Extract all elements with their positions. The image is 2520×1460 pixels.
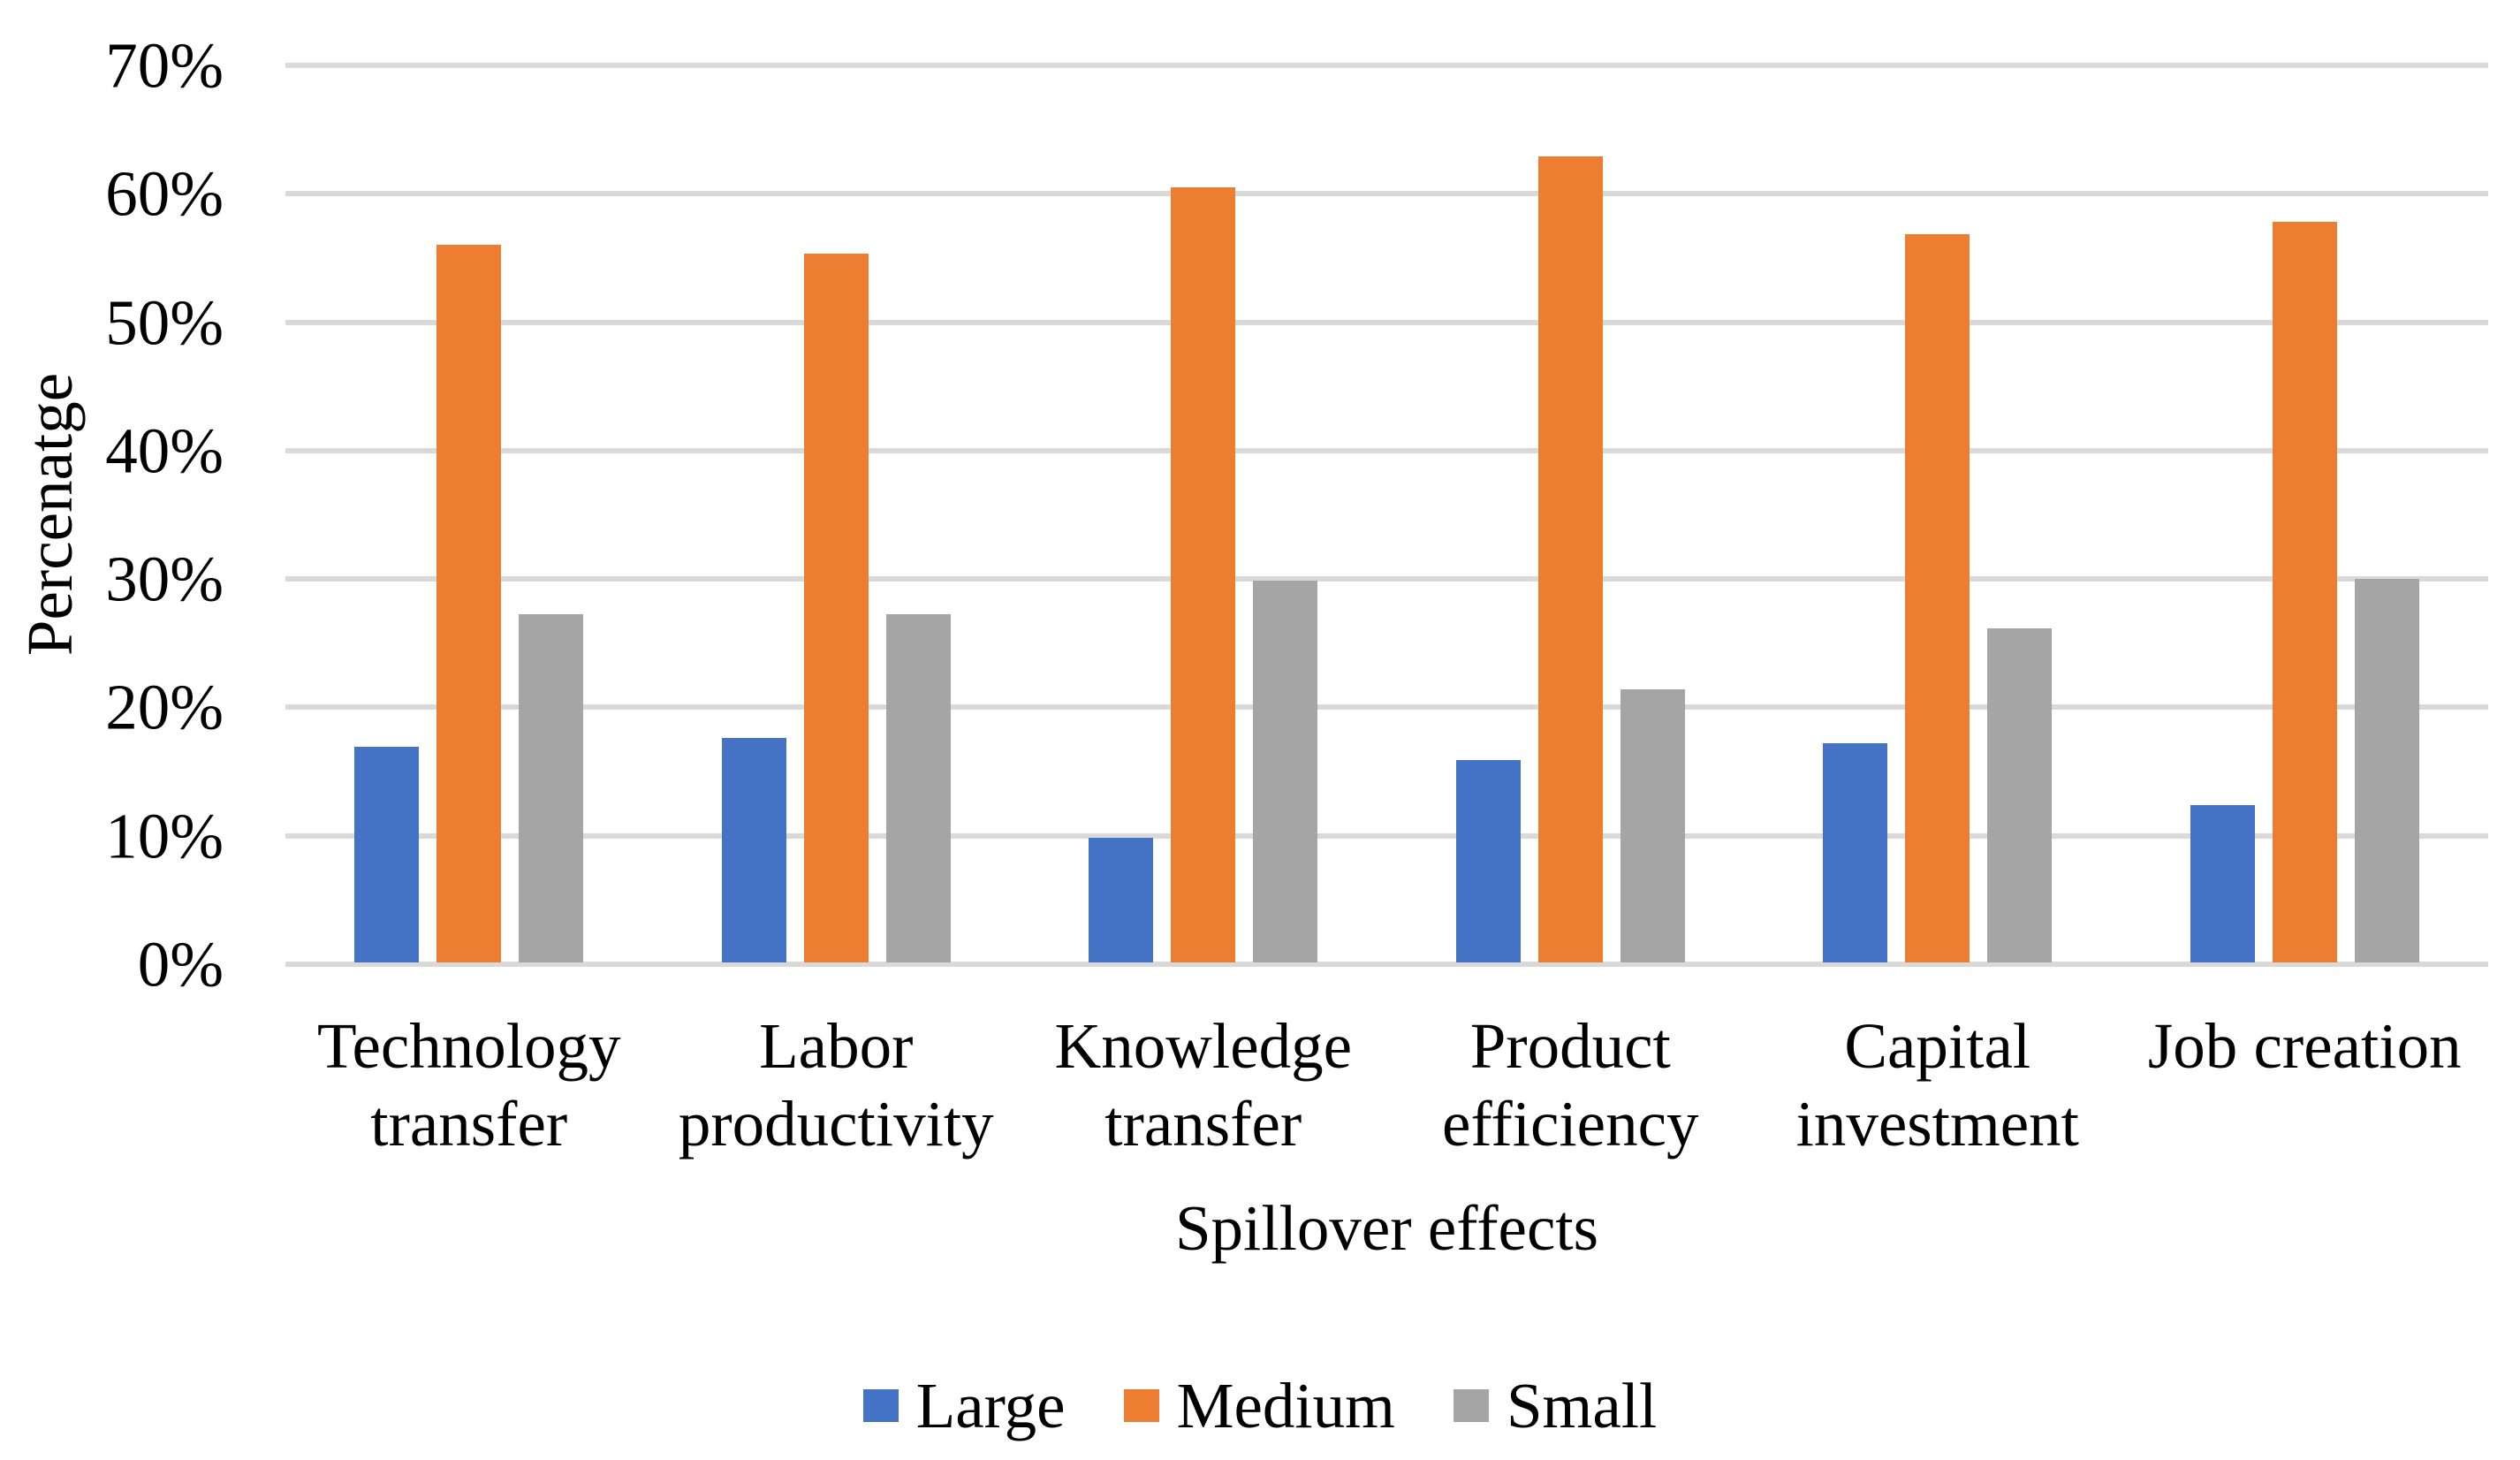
y-tick-label: 30% xyxy=(105,543,224,615)
bar-small xyxy=(1253,580,1318,962)
gridline xyxy=(285,833,2488,839)
bar-group xyxy=(285,65,653,964)
legend-swatch-icon xyxy=(862,1388,899,1422)
category-label: Product efficiency xyxy=(1442,1010,1699,1160)
legend-swatch-icon xyxy=(1453,1388,1489,1422)
gridline xyxy=(285,447,2488,453)
legend-label: Medium xyxy=(1176,1369,1395,1441)
legend-item-large: Large xyxy=(862,1369,1066,1441)
bar-medium xyxy=(1171,186,1236,962)
y-tick-label: 20% xyxy=(105,671,224,743)
y-tick-label: 60% xyxy=(105,157,224,230)
category-label: Job creation xyxy=(2147,1010,2462,1082)
gridline xyxy=(285,704,2488,711)
category-label: Knowledge transfer xyxy=(1054,1010,1353,1160)
x-axis-title: Spillover effects xyxy=(1174,1192,1599,1264)
category-label: Labor productivity xyxy=(678,1010,994,1160)
bar-small xyxy=(1987,627,2053,962)
y-tick-label: 40% xyxy=(105,414,224,487)
bar-small xyxy=(885,613,951,962)
legend: Large Medium Small xyxy=(0,1365,2520,1445)
bar-small xyxy=(2354,579,2419,962)
y-tick-label: 10% xyxy=(105,800,224,872)
bar-large xyxy=(2190,804,2255,962)
bar-medium xyxy=(1537,156,1603,962)
legend-item-medium: Medium xyxy=(1123,1369,1395,1441)
bar-medium xyxy=(803,254,869,962)
legend-swatch-icon xyxy=(1123,1388,1159,1422)
bar-small xyxy=(1620,689,1685,962)
bar-group xyxy=(2122,65,2489,964)
bar-medium xyxy=(436,245,502,962)
gridline xyxy=(285,63,2488,68)
legend-item-small: Small xyxy=(1453,1369,1658,1441)
bar-medium xyxy=(2272,221,2337,962)
bar-group xyxy=(1754,65,2122,964)
category-label: Capital investment xyxy=(1795,1010,2079,1160)
category-label: Technology transfer xyxy=(316,1010,621,1160)
y-axis-title: Percenatge xyxy=(14,372,86,657)
plot-area xyxy=(285,63,2488,967)
bar-group xyxy=(653,65,1021,964)
legend-label: Small xyxy=(1506,1369,1658,1441)
gridline xyxy=(285,576,2488,582)
legend-label: Large xyxy=(915,1369,1066,1441)
bar-small xyxy=(519,613,584,962)
gridline xyxy=(285,962,2488,967)
bar-medium xyxy=(1905,234,1970,962)
bar-group xyxy=(1020,65,1387,964)
gridline xyxy=(285,319,2488,325)
bar-groups xyxy=(285,65,2488,964)
bar-large xyxy=(354,747,420,962)
bar-large xyxy=(1823,743,1888,962)
gridline xyxy=(285,191,2488,197)
y-tick-label: 70% xyxy=(105,29,224,102)
bar-large xyxy=(1089,838,1154,962)
y-axis-tick-labels: 70% 60% 50% 40% 30% 20% 10% 0% xyxy=(0,0,224,1460)
bar-large xyxy=(1455,759,1521,962)
bar-large xyxy=(721,738,786,962)
y-tick-label: 50% xyxy=(105,286,224,359)
bar-group xyxy=(1387,65,1755,964)
x-axis-category-labels: Technology transfer Labor productivity Kno… xyxy=(285,1008,2488,1162)
y-tick-label: 0% xyxy=(137,928,224,1000)
